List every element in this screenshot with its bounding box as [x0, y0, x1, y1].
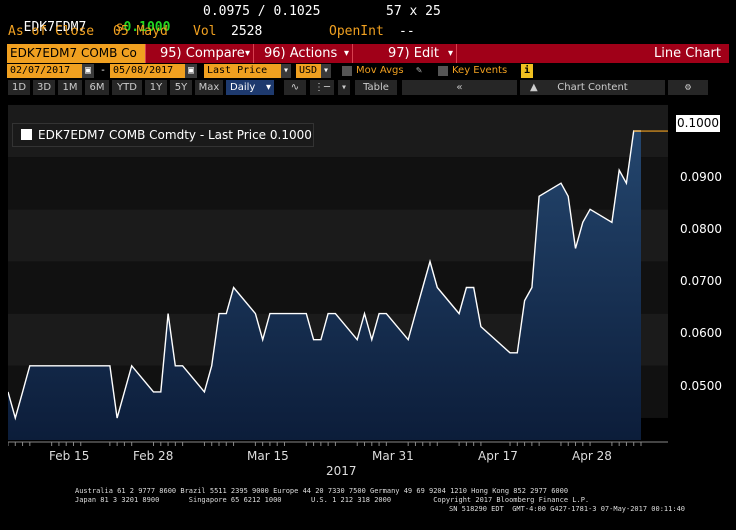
legend-swatch	[21, 129, 32, 140]
chevron-down-icon: ▾	[343, 48, 349, 59]
mov-avgs-label: Mov Avgs	[356, 65, 404, 76]
chevron-down-icon[interactable]: ▾	[338, 80, 350, 95]
range-max-button[interactable]: Max	[195, 80, 223, 95]
ticker-symbol: EDK7EDM7	[23, 20, 87, 35]
bid-ask: 0.0975 / 0.1025	[203, 4, 321, 19]
volume-label: Vol	[193, 24, 217, 39]
chevron-down-icon: ▾	[244, 48, 250, 59]
range-ytd-button[interactable]: YTD	[112, 80, 142, 95]
calendar-icon[interactable]: ▣	[82, 64, 94, 78]
range-1m-button[interactable]: 1M	[58, 80, 82, 95]
y-tick-label: 0.0500	[680, 379, 722, 393]
legend-text: EDK7EDM7 COMB Comdty - Last Price 0.1000	[38, 128, 312, 142]
end-date-field[interactable]: 05/08/2017	[110, 64, 188, 78]
chart-content-button[interactable]: ▲ Chart Content	[520, 80, 665, 95]
last-price-prefix: s	[115, 20, 124, 35]
range-5y-button[interactable]: 5Y	[170, 80, 192, 95]
collapse-panel-button[interactable]: «	[402, 80, 517, 95]
y-tick-label: 0.0800	[680, 222, 722, 236]
footer-contacts-2: Japan 81 3 3201 8900 Singapore 65 6212 1…	[75, 496, 590, 504]
view-title: Line Chart	[457, 44, 729, 63]
footer-session: SN 518290 EDT GMT-4:00 G427-1781-3 07-Ma…	[449, 505, 686, 513]
x-axis-year: 2017	[326, 464, 357, 478]
range-1d-button[interactable]: 1D	[8, 80, 30, 95]
price-line	[8, 130, 641, 421]
price-chart[interactable]	[8, 96, 668, 446]
chevron-down-icon: ▾	[265, 82, 271, 93]
actions-tab[interactable]: 96) Actions ▾	[254, 44, 353, 63]
range-1y-button[interactable]: 1Y	[145, 80, 167, 95]
security-field-text: EDK7EDM7 COMB Co	[10, 46, 137, 60]
frequency-select[interactable]: Daily ▾	[226, 80, 274, 95]
y-tick-label: 0.0600	[680, 326, 722, 340]
x-tick-label: Mar 15	[247, 449, 289, 463]
ticker-header: EDK7EDM7	[8, 4, 87, 36]
security-field[interactable]: EDK7EDM7 COMB Co	[7, 44, 146, 63]
actions-label: Actions	[289, 46, 338, 61]
table-button[interactable]: Table	[355, 80, 397, 95]
start-date-field[interactable]: 02/07/2017	[7, 64, 85, 78]
x-tick-label: Feb 15	[49, 449, 90, 463]
edit-num: 97)	[388, 46, 410, 61]
key-events-checkbox[interactable]	[438, 66, 448, 80]
info-icon[interactable]: i	[521, 64, 533, 78]
line-chart-icon[interactable]: ∿	[284, 80, 306, 95]
pencil-icon[interactable]: ✎	[416, 65, 423, 76]
price-area	[8, 131, 641, 440]
as-of-label: As of Close	[8, 24, 95, 39]
chevron-down-icon: ▾	[447, 48, 453, 59]
compare-num: 95)	[160, 46, 182, 61]
y-tick-label: 0.0900	[680, 170, 722, 184]
date-separator: -	[100, 65, 107, 76]
price-field-select[interactable]: Last Price	[204, 64, 286, 78]
currency-select[interactable]: USD	[296, 64, 322, 78]
crosshair-icon[interactable]: ⋮─	[310, 80, 334, 95]
chart-legend: EDK7EDM7 COMB Comdty - Last Price 0.1000	[12, 123, 314, 147]
compare-tab[interactable]: 95) Compare ▾	[150, 44, 254, 63]
mov-avgs-checkbox[interactable]	[342, 66, 352, 80]
open-interest-label: OpenInt	[329, 24, 384, 39]
x-tick-label: Apr 28	[572, 449, 612, 463]
footer-contacts-1: Australia 61 2 9777 8600 Brazil 5511 239…	[75, 487, 569, 495]
x-axis-ticks	[8, 442, 642, 446]
last-price-header: s0.1000	[100, 4, 171, 36]
gear-icon[interactable]: ⚙	[668, 80, 708, 95]
chevron-down-icon[interactable]: ▾	[321, 64, 331, 78]
compare-label: Compare	[185, 46, 245, 61]
calendar-icon[interactable]: ▣	[185, 64, 197, 78]
edit-tab[interactable]: 97) Edit ▾	[353, 44, 457, 63]
panel-arrow-icon: ▲	[530, 82, 538, 93]
y-tick-label: 0.0700	[680, 274, 722, 288]
x-tick-label: Apr 17	[478, 449, 518, 463]
range-6m-button[interactable]: 6M	[85, 80, 109, 95]
chart-content-label: Chart Content	[557, 82, 628, 93]
volume-value: 2528	[231, 24, 263, 39]
last-price-tag: 0.1000	[676, 115, 720, 132]
as-of-date: 05 Mayd	[113, 24, 168, 39]
key-events-label: Key Events	[452, 65, 508, 76]
x-tick-label: Feb 28	[133, 449, 174, 463]
open-interest-value: --	[399, 24, 415, 39]
function-bar: EDK7EDM7 COMB Co 95) Compare ▾ 96) Actio…	[7, 44, 729, 63]
last-price-value: 0.1000	[123, 20, 171, 35]
x-tick-label: Mar 31	[372, 449, 414, 463]
range-3d-button[interactable]: 3D	[33, 80, 55, 95]
actions-num: 96)	[264, 46, 286, 61]
edit-label: Edit	[413, 46, 439, 61]
chevron-down-icon[interactable]: ▾	[281, 64, 291, 78]
frequency-label: Daily	[230, 82, 256, 93]
bid-ask-size: 57 x 25	[386, 4, 441, 19]
